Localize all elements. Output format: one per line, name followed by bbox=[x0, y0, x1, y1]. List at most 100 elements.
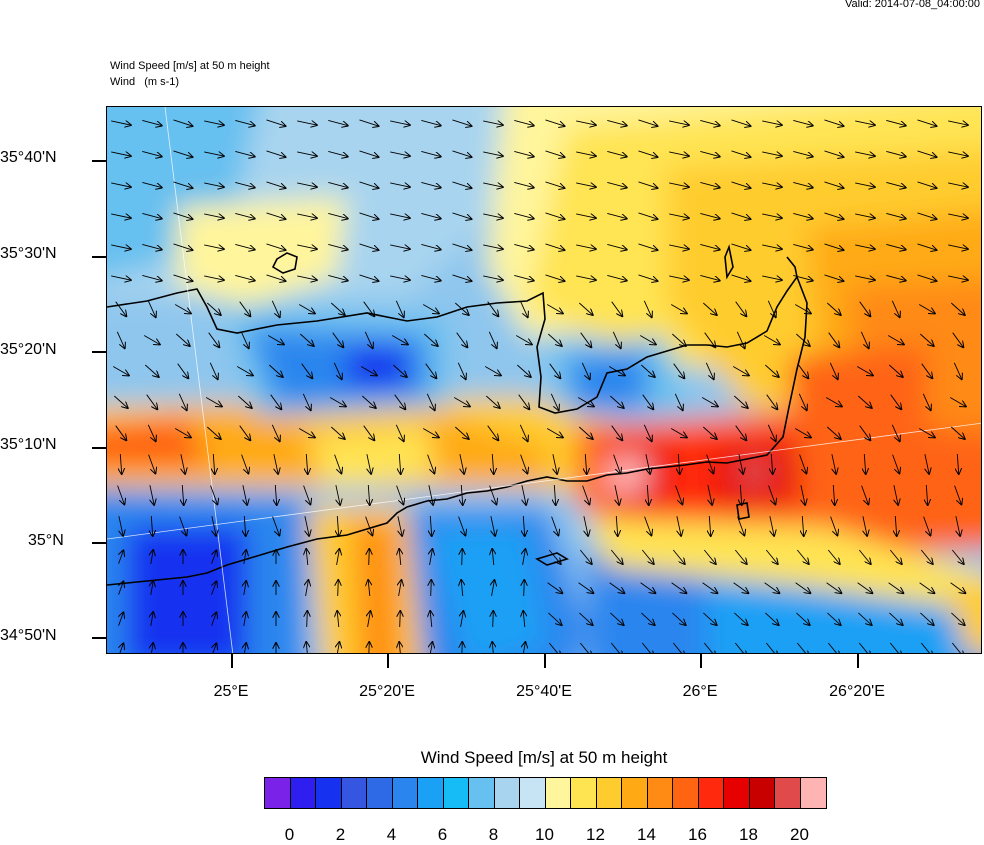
wind-vector-arrow bbox=[795, 333, 809, 346]
wind-vector-arrow bbox=[576, 183, 596, 187]
wind-vector-arrow bbox=[239, 301, 251, 317]
colorbar-swatch bbox=[392, 778, 418, 808]
wind-vector-arrow bbox=[917, 212, 937, 219]
wind-vector-arrow bbox=[113, 395, 127, 408]
lon-tick bbox=[700, 654, 702, 668]
wind-vector-arrow bbox=[244, 612, 246, 626]
colorbar-swatch bbox=[724, 778, 750, 808]
wind-vector-arrow bbox=[147, 424, 155, 441]
wind-vector-arrow bbox=[638, 119, 658, 126]
wind-vector-arrow bbox=[483, 121, 503, 125]
wind-vector-arrow bbox=[235, 150, 254, 156]
wind-vector-arrow bbox=[956, 516, 960, 536]
wind-vector-arrow bbox=[457, 362, 465, 379]
wind-vector-arrow bbox=[678, 453, 679, 474]
wind-vector-arrow bbox=[119, 581, 124, 595]
wind-vector-arrow bbox=[793, 181, 812, 187]
wind-vector-arrow bbox=[484, 366, 501, 376]
wind-vector-arrow bbox=[917, 243, 937, 250]
wind-vector-arrow bbox=[639, 335, 656, 345]
wind-vector-arrow bbox=[235, 243, 254, 249]
wind-vector-arrow bbox=[399, 453, 400, 474]
wind-vector-arrow bbox=[611, 301, 623, 317]
colorbar-label: 8 bbox=[488, 825, 499, 844]
wind-vector-arrow bbox=[886, 212, 905, 218]
wind-vector-arrow bbox=[607, 119, 626, 125]
wind-vector-arrow bbox=[266, 243, 286, 250]
wind-vector-arrow bbox=[268, 364, 282, 377]
wind-vector-arrow bbox=[545, 274, 565, 281]
wind-vector-arrow bbox=[762, 276, 782, 280]
wind-vector-arrow bbox=[111, 214, 131, 218]
lon-label-25-20: 25°20'E bbox=[359, 683, 415, 700]
wind-vector-arrow bbox=[705, 362, 713, 379]
wind-vector-arrow bbox=[673, 363, 685, 379]
wind-vector-arrow bbox=[115, 425, 127, 441]
wind-vector-arrow bbox=[328, 181, 347, 187]
wind-vector-arrow bbox=[856, 366, 873, 376]
wind-vector-arrow bbox=[579, 612, 592, 625]
wind-vector-arrow bbox=[794, 428, 811, 438]
wind-vector-arrow bbox=[452, 274, 472, 281]
wind-vector-arrow bbox=[524, 580, 525, 597]
wind-vector-arrow bbox=[204, 121, 224, 125]
wind-vector-arrow bbox=[581, 362, 589, 379]
wind-vector-arrow bbox=[204, 152, 224, 156]
wind-vector-arrow bbox=[584, 516, 588, 536]
lat-label-34-50: 34°50'N bbox=[0, 627, 57, 644]
wind-vector-arrow bbox=[266, 150, 286, 157]
wind-vector-arrow bbox=[368, 611, 371, 627]
wind-vector-arrow bbox=[891, 300, 899, 317]
wind-vector-arrow bbox=[328, 274, 347, 280]
wind-vector-arrow bbox=[641, 549, 653, 564]
wind-vector-arrow bbox=[523, 611, 525, 628]
colorbar-swatch bbox=[290, 778, 316, 808]
wind-vector-arrow bbox=[390, 121, 410, 125]
wind-vector-arrow bbox=[148, 454, 156, 474]
wind-vector-arrow bbox=[179, 516, 187, 536]
wind-vector-arrow bbox=[492, 453, 493, 474]
wind-vector-arrow bbox=[607, 212, 626, 218]
wind-vector-arrow bbox=[271, 300, 279, 317]
wind-vector-arrow bbox=[177, 363, 189, 379]
wind-vector-arrow bbox=[151, 643, 153, 653]
wind-vector-arrow bbox=[925, 454, 929, 474]
wind-vector-arrow bbox=[301, 363, 313, 379]
wind-vector-arrow bbox=[453, 397, 470, 407]
wind-vector-arrow bbox=[239, 425, 251, 441]
lon-label-25-40: 25°40'E bbox=[516, 683, 572, 700]
wind-vector-arrow bbox=[306, 580, 309, 596]
wind-vector-arrow bbox=[954, 485, 962, 505]
colorbar-label: 12 bbox=[586, 825, 605, 844]
wind-vector-arrow bbox=[338, 580, 339, 597]
wind-vector-arrow bbox=[328, 119, 347, 125]
wind-vector-arrow bbox=[951, 549, 963, 564]
wind-vector-arrow bbox=[948, 276, 968, 280]
wind-vector-arrow bbox=[859, 425, 871, 441]
wind-vector-arrow bbox=[767, 424, 775, 441]
wind-vector-arrow bbox=[613, 454, 621, 474]
wind-vector-arrow bbox=[212, 581, 217, 595]
wind-vector-arrow bbox=[204, 183, 224, 187]
field-title: Wind Speed [m/s] at 50 m height bbox=[110, 60, 270, 72]
wind-vector-arrow bbox=[796, 642, 808, 653]
wind-vector-arrow bbox=[948, 245, 968, 249]
wind-vector-arrow bbox=[951, 642, 963, 653]
wind-vector-arrow bbox=[297, 152, 317, 156]
wind-vector-arrow bbox=[731, 181, 751, 188]
wind-vector-arrow bbox=[731, 274, 751, 281]
lat-tick bbox=[92, 542, 106, 544]
wind-vector-arrow bbox=[523, 515, 524, 536]
wind-vector-arrow bbox=[146, 394, 158, 410]
colorbar-swatch bbox=[749, 778, 775, 808]
wind-vector-arrow bbox=[426, 393, 434, 410]
wind-vector-arrow bbox=[421, 212, 440, 218]
wind-vector-arrow bbox=[514, 243, 533, 249]
wind-vector-arrow bbox=[212, 550, 217, 564]
wind-vector-arrow bbox=[703, 642, 715, 653]
wind-vector-arrow bbox=[740, 484, 741, 505]
wind-vector-arrow bbox=[669, 121, 689, 125]
lat-label-35-40: 35°40'N bbox=[0, 149, 57, 166]
wind-vector-arrow bbox=[111, 276, 131, 280]
lon-tick bbox=[857, 654, 859, 668]
